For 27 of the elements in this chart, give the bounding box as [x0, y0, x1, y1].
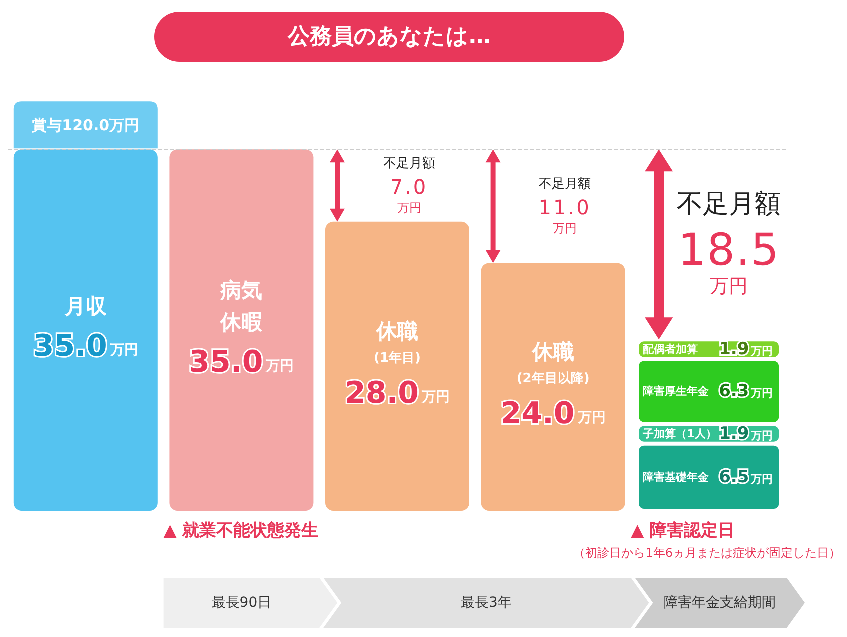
data-label: 1.9万円	[719, 339, 774, 360]
annotation: 不足月額 18.5 万円	[677, 190, 782, 298]
text: 障害年金支給期間	[664, 595, 776, 611]
data-label: 6.5万円	[719, 467, 774, 488]
x-tick-label: 病気休暇	[220, 278, 264, 334]
data-label: 6.3万円	[719, 382, 774, 402]
series-label: 障害厚生年金	[643, 385, 710, 398]
chart-title: 公務員のあなたは…	[287, 24, 491, 50]
bar	[326, 222, 470, 511]
bar	[170, 150, 314, 511]
annotation: 不足月額 11.0 万円	[538, 176, 592, 236]
bar	[481, 263, 626, 511]
series-label: 配偶者加算	[643, 342, 698, 356]
annotation: 不足月額 7.0 万円	[383, 156, 436, 215]
data-label: 35.0万円	[189, 344, 294, 380]
x-tick-label: 月収	[64, 294, 108, 318]
series-label: 障害基礎年金	[643, 470, 710, 484]
x-tick-label: 休職(2年目以降)	[516, 340, 590, 387]
data-label: 1.9万円	[719, 424, 774, 444]
annotation: 賞与120.0万円	[32, 116, 140, 135]
text: （初診日から1年6ヵ月または症状が固定した日）	[574, 546, 841, 560]
text: 最長3年	[460, 595, 512, 611]
text: ▲ 就業不能状態発生	[164, 521, 319, 541]
text: ▲ 障害認定日	[631, 521, 736, 541]
x-tick-label: 休職(1年目)	[374, 319, 421, 366]
series-label: 子加算（1人）	[642, 428, 717, 441]
text: 最長90日	[212, 595, 272, 611]
